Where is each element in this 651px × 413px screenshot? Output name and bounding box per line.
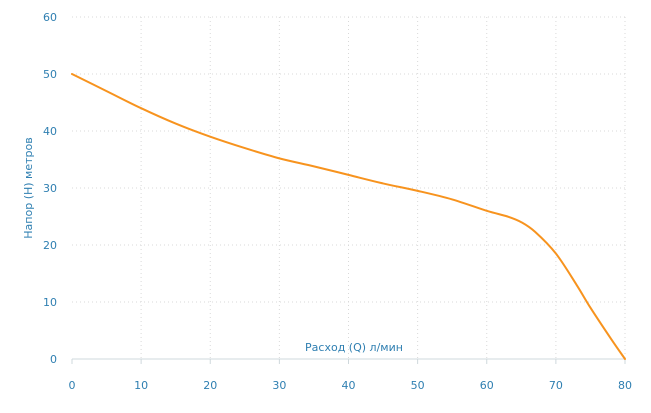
y-tick-label: 50 — [43, 68, 57, 81]
axis-labels: Расход (Q) л/мин Напор (H) метров — [22, 137, 403, 354]
x-tick-label: 30 — [272, 379, 286, 392]
y-tick-label: 10 — [43, 296, 57, 309]
axes: 0 10 20 30 40 50 60 0 10 20 30 40 50 60 70 80 — [43, 11, 632, 392]
x-axis-title: Расход (Q) л/мин — [305, 341, 403, 354]
x-tick-label: 50 — [411, 379, 425, 392]
y-axis-title: Напор (H) метров — [22, 137, 35, 238]
x-tick-label: 40 — [342, 379, 356, 392]
grid — [72, 16, 626, 359]
x-tick-label: 70 — [549, 379, 563, 392]
x-tick-label: 60 — [480, 379, 494, 392]
y-tick-label: 40 — [43, 125, 57, 138]
x-tick-label: 0 — [69, 379, 76, 392]
x-tick-label: 80 — [618, 379, 632, 392]
y-tick-label: 60 — [43, 11, 57, 24]
series-line — [71, 73, 626, 360]
x-tick-label: 20 — [203, 379, 217, 392]
y-tick-label: 0 — [50, 353, 57, 366]
y-tick-label: 30 — [43, 182, 57, 195]
y-tick-label: 20 — [43, 239, 57, 252]
series-layer — [71, 73, 626, 360]
x-tick-label: 10 — [134, 379, 148, 392]
